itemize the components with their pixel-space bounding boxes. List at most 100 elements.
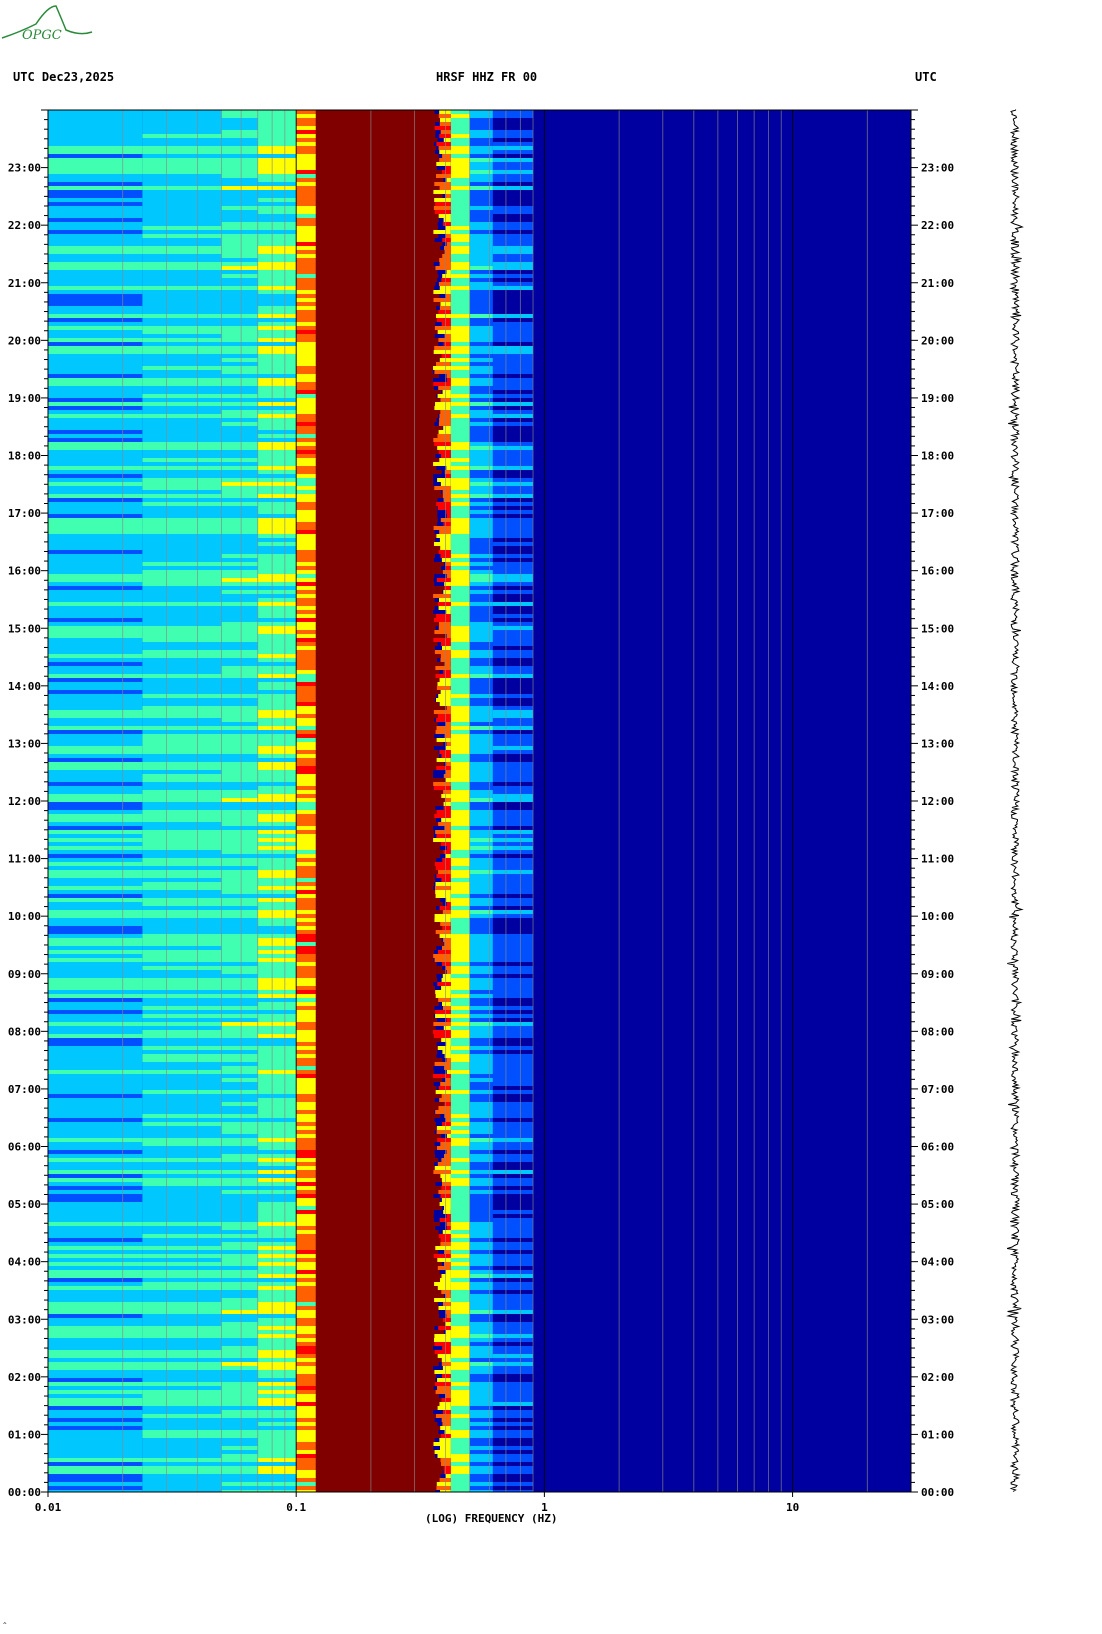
- left-time-label: 18:00: [8, 450, 41, 463]
- heatmap-cell: [257, 230, 297, 234]
- heatmap-cell: [48, 1482, 143, 1486]
- heatmap-cell: [221, 710, 258, 714]
- heatmap-cell: [142, 958, 222, 962]
- heatmap-cell: [533, 354, 911, 358]
- heatmap-cell: [533, 1322, 911, 1326]
- heatmap-cell: [221, 714, 258, 718]
- heatmap-cell: [142, 874, 222, 878]
- heatmap-cell: [533, 1070, 911, 1074]
- heatmap-cell: [48, 1390, 143, 1394]
- heatmap-cell: [296, 1334, 316, 1338]
- heatmap-cell: [469, 290, 493, 294]
- heatmap-cell: [221, 774, 258, 778]
- heatmap-cell: [450, 470, 470, 474]
- heatmap-cell: [221, 218, 258, 222]
- heatmap-cell: [469, 374, 493, 378]
- heatmap-cell: [221, 398, 258, 402]
- heatmap-cell: [446, 1150, 451, 1154]
- heatmap-cell: [296, 946, 316, 950]
- heatmap-cell: [142, 794, 222, 798]
- heatmap-cell: [221, 978, 258, 982]
- heatmap-cell: [48, 978, 143, 982]
- heatmap-cell: [296, 950, 316, 954]
- x-tick-label: 10: [786, 1501, 799, 1514]
- heatmap-cell: [533, 918, 911, 922]
- heatmap-cell: [257, 974, 297, 978]
- heatmap-cell: [142, 266, 222, 270]
- heatmap-cell: [469, 1242, 493, 1246]
- heatmap-cell: [257, 582, 297, 586]
- heatmap-cell: [257, 462, 297, 466]
- heatmap-cell: [445, 194, 451, 198]
- heatmap-cell: [296, 142, 316, 146]
- heatmap-cell: [469, 438, 493, 442]
- heatmap-cell: [221, 1286, 258, 1290]
- heatmap-cell: [142, 1406, 222, 1410]
- heatmap-cell: [257, 1306, 297, 1310]
- heatmap-cell: [492, 518, 534, 522]
- heatmap-cell: [257, 1166, 297, 1170]
- heatmap-cell: [48, 490, 143, 494]
- heatmap-cell: [48, 770, 143, 774]
- heatmap-cell: [492, 1462, 534, 1466]
- heatmap-cell: [257, 174, 297, 178]
- heatmap-cell: [533, 770, 911, 774]
- heatmap-cell: [142, 782, 222, 786]
- heatmap-cell: [315, 202, 445, 206]
- heatmap-cell: [48, 1010, 143, 1014]
- heatmap-cell: [296, 550, 316, 554]
- heatmap-cell: [492, 1306, 534, 1310]
- heatmap-cell: [450, 1358, 470, 1362]
- heatmap-cell: [533, 806, 911, 810]
- heatmap-cell: [296, 494, 316, 498]
- heatmap-cell: [142, 1070, 222, 1074]
- heatmap-cell: [48, 374, 143, 378]
- heatmap-cell: [296, 158, 316, 162]
- heatmap-cell: [315, 658, 438, 662]
- heatmap-cell: [221, 366, 258, 370]
- heatmap-cell: [469, 1122, 493, 1126]
- heatmap-cell: [296, 578, 316, 582]
- heatmap-cell: [48, 1350, 143, 1354]
- heatmap-cell: [142, 530, 222, 534]
- heatmap-cell: [492, 490, 534, 494]
- heatmap-cell: [533, 714, 911, 718]
- heatmap-cell: [257, 890, 297, 894]
- heatmap-cell: [469, 466, 493, 470]
- heatmap-cell: [315, 1230, 439, 1234]
- heatmap-cell: [221, 634, 258, 638]
- heatmap-cell: [450, 142, 470, 146]
- heatmap-cell: [492, 1258, 534, 1262]
- heatmap-cell: [533, 210, 911, 214]
- heatmap-cell: [221, 1130, 258, 1134]
- heatmap-cell: [434, 862, 451, 866]
- heatmap-cell: [315, 1370, 447, 1374]
- heatmap-cell: [257, 1098, 297, 1102]
- heatmap-cell: [315, 698, 435, 702]
- heatmap-cell: [492, 358, 534, 362]
- heatmap-cell: [257, 1222, 297, 1226]
- heatmap-cell: [315, 1466, 445, 1470]
- heatmap-cell: [48, 278, 143, 282]
- heatmap-cell: [469, 398, 493, 402]
- heatmap-cell: [142, 1110, 222, 1114]
- heatmap-cell: [142, 726, 222, 730]
- heatmap-cell: [469, 754, 493, 758]
- right-time-label: 06:00: [921, 1141, 954, 1154]
- heatmap-cell: [469, 726, 493, 730]
- heatmap-cell: [221, 830, 258, 834]
- heatmap-cell: [142, 378, 222, 382]
- heatmap-cell: [257, 854, 297, 858]
- heatmap-cell: [48, 742, 143, 746]
- heatmap-cell: [492, 958, 534, 962]
- left-time-label: 12:00: [8, 795, 41, 808]
- heatmap-cell: [446, 770, 451, 774]
- heatmap-cell: [48, 1078, 143, 1082]
- heatmap-cell: [221, 1146, 258, 1150]
- heatmap-cell: [450, 618, 470, 622]
- heatmap-cell: [492, 614, 534, 618]
- heatmap-cell: [296, 1078, 316, 1082]
- heatmap-cell: [315, 546, 442, 550]
- heatmap-cell: [221, 1454, 258, 1458]
- heatmap-cell: [492, 878, 534, 882]
